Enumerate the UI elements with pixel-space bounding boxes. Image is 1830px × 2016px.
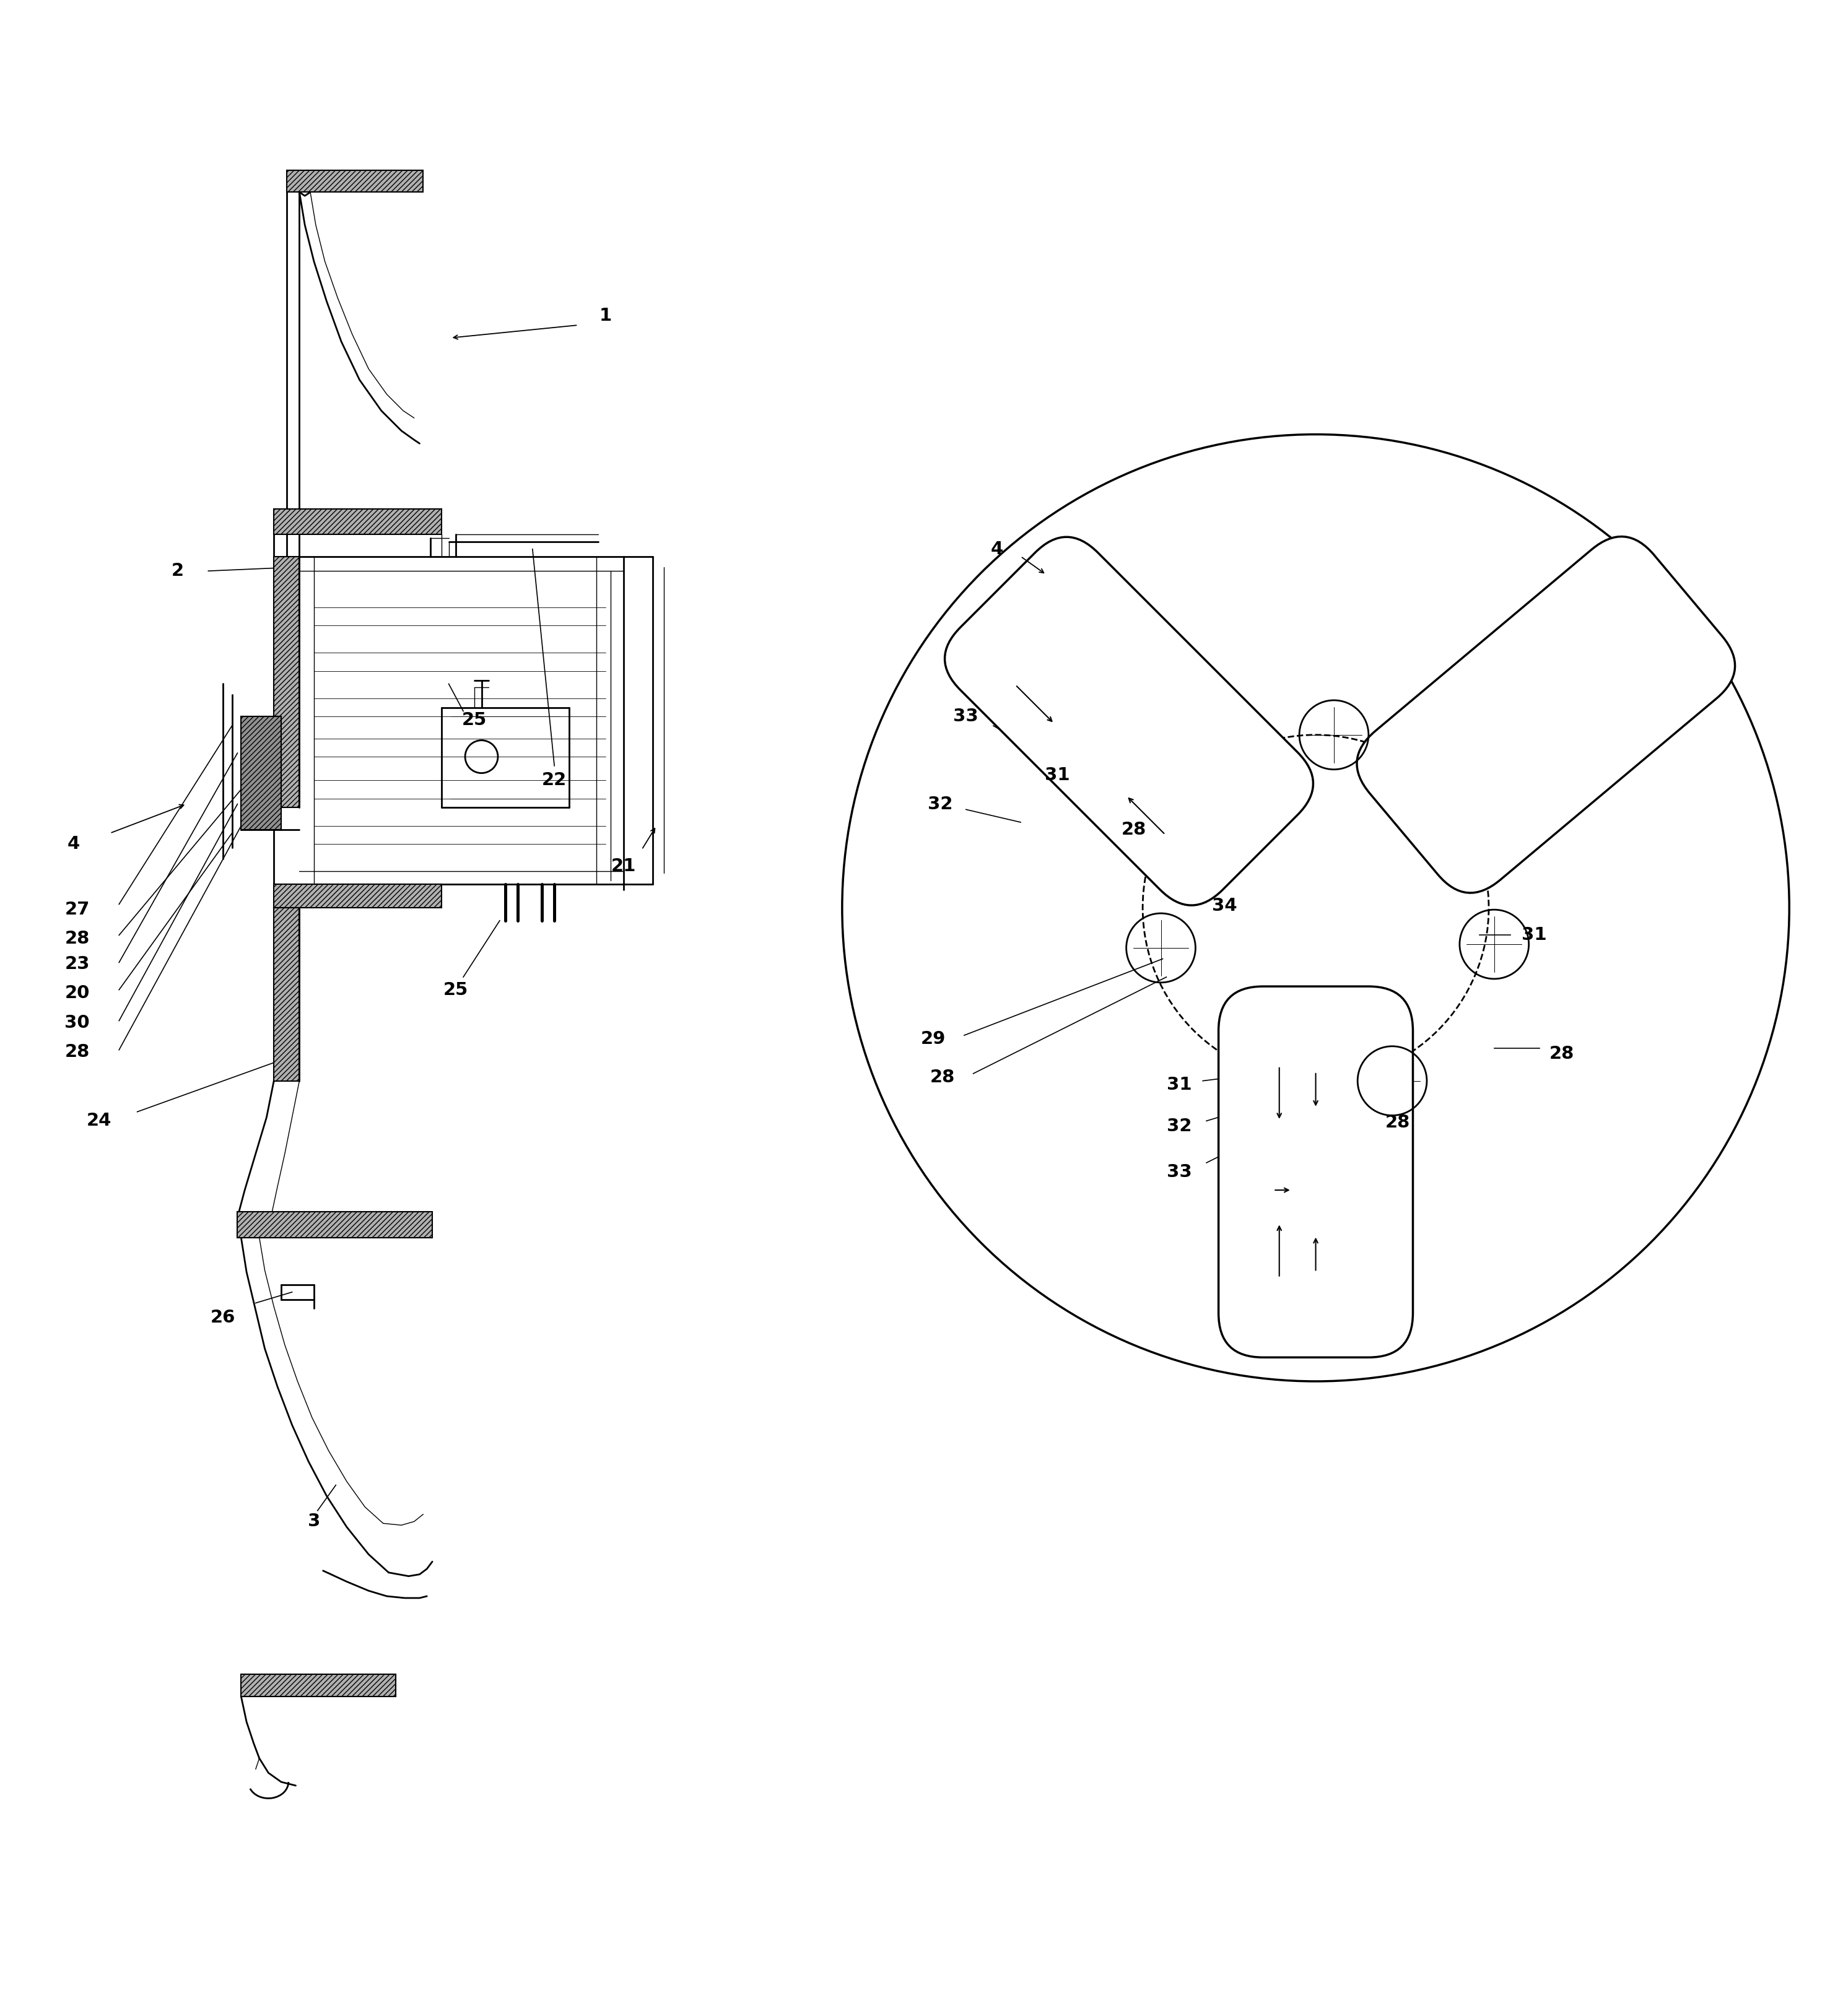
- Text: 4: 4: [68, 835, 81, 853]
- Text: 4: 4: [990, 540, 1003, 558]
- Polygon shape: [287, 169, 423, 192]
- Text: 28: 28: [1385, 1115, 1411, 1131]
- Text: 31: 31: [1523, 927, 1546, 943]
- Text: 28: 28: [1122, 821, 1146, 839]
- Text: 3: 3: [307, 1512, 320, 1530]
- Text: 22: 22: [542, 772, 567, 788]
- Text: 33: 33: [953, 708, 979, 726]
- Text: 30: 30: [64, 1014, 90, 1032]
- Text: 28: 28: [1550, 1044, 1574, 1062]
- Text: 29: 29: [920, 1030, 946, 1048]
- Text: 23: 23: [64, 956, 90, 974]
- Text: 25: 25: [461, 712, 487, 730]
- Text: 33: 33: [1166, 1163, 1191, 1181]
- FancyBboxPatch shape: [1219, 986, 1413, 1357]
- Text: 28: 28: [64, 929, 90, 948]
- FancyBboxPatch shape: [944, 536, 1314, 905]
- Text: 27: 27: [64, 901, 90, 919]
- Polygon shape: [242, 1675, 395, 1695]
- Text: 1: 1: [598, 306, 611, 325]
- Polygon shape: [274, 556, 300, 808]
- Polygon shape: [274, 885, 441, 907]
- Text: 32: 32: [1166, 1117, 1191, 1135]
- Text: 20: 20: [64, 984, 90, 1002]
- Text: 31: 31: [1166, 1077, 1191, 1093]
- Polygon shape: [274, 508, 441, 534]
- Text: 21: 21: [611, 857, 637, 875]
- FancyBboxPatch shape: [1356, 536, 1735, 893]
- Text: 28: 28: [64, 1042, 90, 1060]
- Polygon shape: [274, 907, 300, 1081]
- Text: 28: 28: [930, 1068, 955, 1087]
- Text: 31: 31: [1045, 766, 1071, 784]
- Text: 2: 2: [170, 562, 183, 581]
- Text: 26: 26: [210, 1308, 236, 1327]
- Polygon shape: [238, 1212, 432, 1238]
- Text: 32: 32: [928, 796, 953, 812]
- Text: 34: 34: [1211, 897, 1237, 915]
- Polygon shape: [242, 716, 282, 829]
- Text: 25: 25: [443, 982, 468, 998]
- Text: 24: 24: [86, 1113, 112, 1129]
